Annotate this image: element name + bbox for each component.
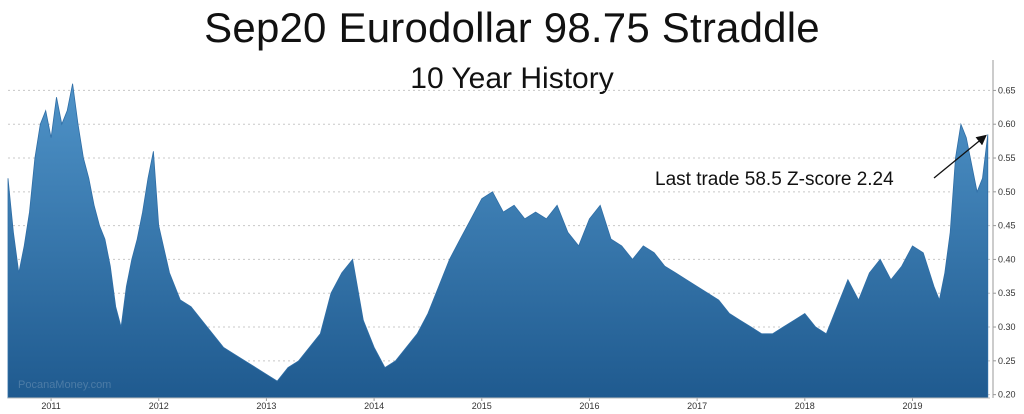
x-tick-label: 2017 bbox=[687, 401, 707, 411]
y-tick-label: 0.65 bbox=[998, 85, 1016, 95]
x-tick-label: 2013 bbox=[256, 401, 276, 411]
watermark-text: PocanaMoney.com bbox=[18, 379, 111, 391]
y-tick-label: 0.55 bbox=[998, 153, 1016, 163]
x-tick-label: 2012 bbox=[149, 401, 169, 411]
annotation-arrow bbox=[933, 134, 987, 179]
y-tick-label: 0.25 bbox=[998, 356, 1016, 366]
axis-layer: 0.20 0.25 0.30 0.35 0.40 0.45 0.50 0.55 0.60 0.65… bbox=[8, 60, 1016, 411]
y-tick-label: 0.30 bbox=[998, 322, 1016, 332]
x-tick-label: 2011 bbox=[41, 401, 60, 411]
x-tick-label: 2015 bbox=[472, 401, 492, 411]
area-series bbox=[7, 83, 989, 399]
annotation-layer: PocanaMoney.com Last trade 58.5 Z-score 2… bbox=[18, 134, 987, 391]
area-layer bbox=[7, 83, 989, 399]
chart-title: Sep20 Eurodollar 98.75 Straddle bbox=[204, 4, 820, 51]
annotation-text: Last trade 58.5 Z-score 2.24 bbox=[655, 169, 894, 190]
x-tick-label: 2016 bbox=[579, 401, 599, 411]
y-tick-label: 0.35 bbox=[998, 288, 1016, 298]
x-tick-label: 2019 bbox=[902, 401, 922, 411]
y-tick-label: 0.40 bbox=[998, 254, 1016, 264]
x-tick-label: 2018 bbox=[795, 401, 815, 411]
x-tick-label: 2014 bbox=[364, 401, 384, 411]
chart-subtitle: 10 Year History bbox=[410, 62, 614, 95]
y-tick-label: 0.20 bbox=[998, 390, 1016, 400]
y-tick-label: 0.50 bbox=[998, 187, 1016, 197]
y-tick-label: 0.60 bbox=[998, 119, 1016, 129]
y-tick-label: 0.45 bbox=[998, 221, 1016, 231]
